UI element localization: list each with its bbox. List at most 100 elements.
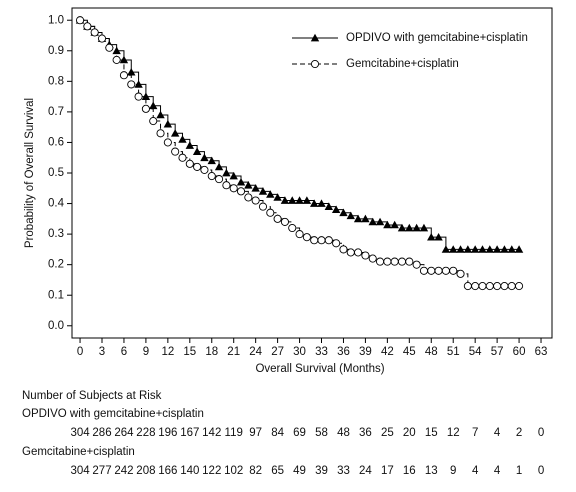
marker bbox=[149, 117, 158, 126]
risk-count: 84 bbox=[271, 427, 284, 439]
y-tick-label: 0.3 bbox=[48, 228, 64, 240]
x-tick-label: 9 bbox=[143, 346, 149, 358]
marker bbox=[185, 159, 194, 168]
marker bbox=[119, 71, 129, 80]
marker bbox=[441, 266, 450, 275]
risk-count: 4 bbox=[494, 465, 501, 477]
marker bbox=[215, 175, 224, 184]
risk-count: 65 bbox=[271, 465, 284, 477]
marker bbox=[207, 156, 216, 165]
marker bbox=[397, 223, 407, 232]
risk-count: 304 bbox=[70, 427, 90, 439]
y-tick-label: 0.7 bbox=[48, 106, 64, 118]
survival-curve bbox=[80, 19, 520, 287]
marker bbox=[97, 34, 107, 43]
risk-table-title: Number of Subjects at Risk bbox=[22, 390, 162, 402]
marker bbox=[346, 248, 355, 257]
marker bbox=[127, 80, 136, 89]
x-tick-label: 45 bbox=[403, 346, 416, 358]
marker bbox=[112, 55, 121, 64]
marker bbox=[171, 147, 180, 156]
marker bbox=[390, 220, 399, 229]
x-tick-label: 27 bbox=[271, 346, 284, 358]
marker bbox=[258, 187, 268, 195]
risk-count: 4 bbox=[472, 465, 479, 477]
x-tick-label: 57 bbox=[491, 346, 504, 358]
y-tick-label: 0.0 bbox=[48, 320, 64, 332]
x-tick-label: 33 bbox=[315, 346, 328, 358]
marker bbox=[463, 245, 473, 253]
risk-count: 82 bbox=[249, 465, 262, 477]
risk-count: 122 bbox=[202, 465, 221, 477]
marker bbox=[83, 22, 92, 31]
risk-count: 49 bbox=[293, 465, 306, 477]
marker bbox=[492, 245, 502, 253]
legend-label: OPDIVO with gemcitabine+cisplatin bbox=[346, 32, 528, 44]
marker bbox=[368, 254, 377, 263]
marker bbox=[309, 199, 319, 207]
marker bbox=[507, 245, 516, 253]
marker bbox=[251, 184, 260, 192]
marker bbox=[361, 251, 370, 260]
y-tick-label: 0.2 bbox=[48, 259, 64, 271]
risk-count: 12 bbox=[447, 427, 460, 439]
risk-count: 228 bbox=[136, 427, 155, 439]
marker bbox=[200, 165, 209, 174]
marker bbox=[280, 196, 290, 204]
marker bbox=[412, 260, 421, 269]
marker bbox=[478, 245, 487, 253]
risk-count: 33 bbox=[337, 465, 350, 477]
risk-count: 16 bbox=[403, 465, 416, 477]
marker bbox=[163, 119, 173, 128]
risk-row-label: Gemcitabine+cisplatin bbox=[22, 446, 135, 458]
risk-count: 242 bbox=[114, 465, 133, 477]
x-tick-label: 42 bbox=[381, 346, 394, 358]
marker bbox=[383, 220, 392, 229]
marker bbox=[207, 172, 216, 181]
marker bbox=[244, 193, 253, 202]
marker bbox=[302, 196, 312, 204]
risk-count: 166 bbox=[158, 465, 177, 477]
x-tick-label: 12 bbox=[161, 346, 174, 358]
risk-count: 17 bbox=[381, 465, 394, 477]
risk-count: 286 bbox=[92, 427, 111, 439]
marker bbox=[258, 202, 268, 211]
x-tick-label: 0 bbox=[77, 346, 83, 358]
marker bbox=[178, 135, 187, 143]
risk-count: 119 bbox=[225, 427, 243, 439]
marker bbox=[156, 129, 165, 138]
risk-count: 15 bbox=[425, 427, 438, 439]
marker bbox=[156, 110, 165, 119]
risk-count: 196 bbox=[158, 427, 177, 439]
marker bbox=[515, 282, 524, 291]
x-tick-label: 21 bbox=[227, 346, 240, 358]
risk-count: 264 bbox=[114, 427, 134, 439]
marker bbox=[507, 282, 516, 291]
y-tick-label: 0.1 bbox=[48, 289, 64, 301]
marker bbox=[251, 196, 260, 205]
marker bbox=[266, 208, 275, 217]
marker bbox=[141, 104, 150, 113]
marker bbox=[200, 153, 209, 162]
legend-marker bbox=[310, 33, 320, 42]
marker bbox=[383, 257, 392, 266]
marker bbox=[412, 223, 421, 232]
marker bbox=[295, 230, 304, 239]
risk-count: 69 bbox=[293, 427, 306, 439]
risk-count: 4 bbox=[494, 427, 501, 439]
marker bbox=[368, 217, 377, 226]
x-tick-label: 30 bbox=[293, 346, 306, 358]
marker bbox=[324, 236, 333, 245]
marker bbox=[514, 245, 524, 253]
marker bbox=[405, 257, 414, 266]
risk-count: 0 bbox=[538, 427, 544, 439]
marker bbox=[185, 141, 195, 149]
marker bbox=[471, 282, 480, 291]
marker bbox=[134, 92, 143, 101]
marker bbox=[405, 223, 414, 232]
marker bbox=[339, 245, 348, 254]
risk-count: 7 bbox=[472, 427, 478, 439]
y-tick-label: 0.6 bbox=[48, 136, 64, 148]
marker bbox=[346, 211, 355, 220]
marker bbox=[375, 217, 385, 226]
